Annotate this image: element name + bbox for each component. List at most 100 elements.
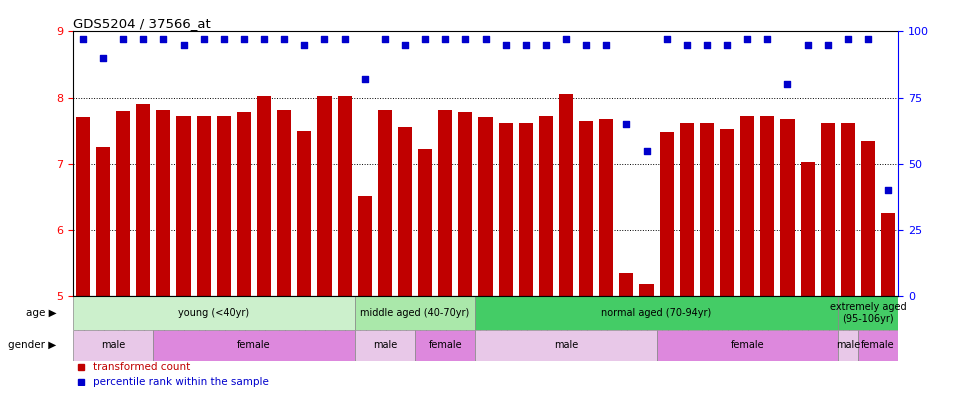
Text: age ▶: age ▶ xyxy=(25,308,56,318)
Text: female: female xyxy=(861,340,895,351)
Point xyxy=(418,36,433,42)
Bar xyxy=(700,123,714,296)
Point xyxy=(619,121,634,127)
Bar xyxy=(619,273,633,296)
Bar xyxy=(820,123,835,296)
Text: gender ▶: gender ▶ xyxy=(8,340,56,351)
Bar xyxy=(858,330,898,361)
Bar xyxy=(458,112,473,296)
Bar xyxy=(720,129,734,296)
Point xyxy=(780,81,795,88)
Point xyxy=(397,42,413,48)
Bar xyxy=(559,94,573,296)
Point xyxy=(357,76,373,82)
Bar xyxy=(153,330,354,361)
Bar xyxy=(640,284,653,296)
Bar xyxy=(800,162,815,296)
Point xyxy=(296,42,312,48)
Point xyxy=(740,36,755,42)
Point xyxy=(277,36,292,42)
Bar xyxy=(357,196,372,296)
Point xyxy=(800,42,816,48)
Bar xyxy=(197,116,211,296)
Point xyxy=(720,42,735,48)
Point xyxy=(699,42,715,48)
Bar xyxy=(841,123,854,296)
Point xyxy=(679,42,694,48)
Bar xyxy=(479,118,492,296)
Bar xyxy=(177,116,190,296)
Point xyxy=(216,36,231,42)
Text: male: male xyxy=(101,340,125,351)
Point xyxy=(498,42,514,48)
Text: extremely aged
(95-106yr): extremely aged (95-106yr) xyxy=(829,302,906,324)
Point xyxy=(538,42,553,48)
Point xyxy=(317,36,332,42)
Point xyxy=(95,55,111,61)
Bar xyxy=(354,330,415,361)
Text: percentile rank within the sample: percentile rank within the sample xyxy=(93,376,269,387)
Text: male: male xyxy=(373,340,397,351)
Bar xyxy=(156,110,171,296)
Bar xyxy=(476,330,656,361)
Bar xyxy=(297,131,312,296)
Point xyxy=(579,42,594,48)
Point xyxy=(598,42,614,48)
Bar xyxy=(76,118,90,296)
Point xyxy=(116,36,131,42)
Point xyxy=(337,36,352,42)
Bar xyxy=(740,116,754,296)
Bar xyxy=(838,296,898,330)
Bar xyxy=(680,123,694,296)
Point xyxy=(256,36,272,42)
Point xyxy=(196,36,212,42)
Text: male: male xyxy=(836,340,860,351)
Bar xyxy=(378,110,392,296)
Point xyxy=(155,36,171,42)
Point xyxy=(659,36,675,42)
Text: female: female xyxy=(237,340,271,351)
Text: male: male xyxy=(553,340,578,351)
Point xyxy=(759,36,775,42)
Point xyxy=(881,187,896,193)
Point xyxy=(518,42,533,48)
Bar xyxy=(237,112,251,296)
Bar xyxy=(277,110,291,296)
Text: middle aged (40-70yr): middle aged (40-70yr) xyxy=(360,308,470,318)
Point xyxy=(820,42,835,48)
Point xyxy=(558,36,574,42)
Bar xyxy=(438,110,452,296)
Bar xyxy=(398,127,412,296)
Point xyxy=(840,36,855,42)
Bar xyxy=(579,121,593,296)
Text: transformed count: transformed count xyxy=(93,362,190,372)
Bar xyxy=(659,132,674,296)
Bar xyxy=(476,296,838,330)
Bar xyxy=(96,147,110,296)
Bar xyxy=(838,330,858,361)
Point xyxy=(377,36,392,42)
Text: female: female xyxy=(730,340,764,351)
Bar xyxy=(136,104,151,296)
Bar xyxy=(599,119,614,296)
Point xyxy=(478,36,493,42)
Bar xyxy=(117,111,130,296)
Bar xyxy=(318,96,331,296)
Bar xyxy=(217,116,231,296)
Bar xyxy=(760,116,775,296)
Bar xyxy=(73,330,153,361)
Point xyxy=(438,36,453,42)
Bar xyxy=(539,116,552,296)
Text: young (<40yr): young (<40yr) xyxy=(178,308,250,318)
Bar xyxy=(656,330,838,361)
Bar xyxy=(881,213,895,296)
Text: normal aged (70-94yr): normal aged (70-94yr) xyxy=(601,308,712,318)
Text: female: female xyxy=(428,340,462,351)
Point xyxy=(75,36,90,42)
Bar xyxy=(781,119,794,296)
Bar xyxy=(415,330,476,361)
Point xyxy=(639,147,654,154)
Bar xyxy=(498,123,513,296)
Bar xyxy=(73,296,354,330)
Bar xyxy=(257,96,271,296)
